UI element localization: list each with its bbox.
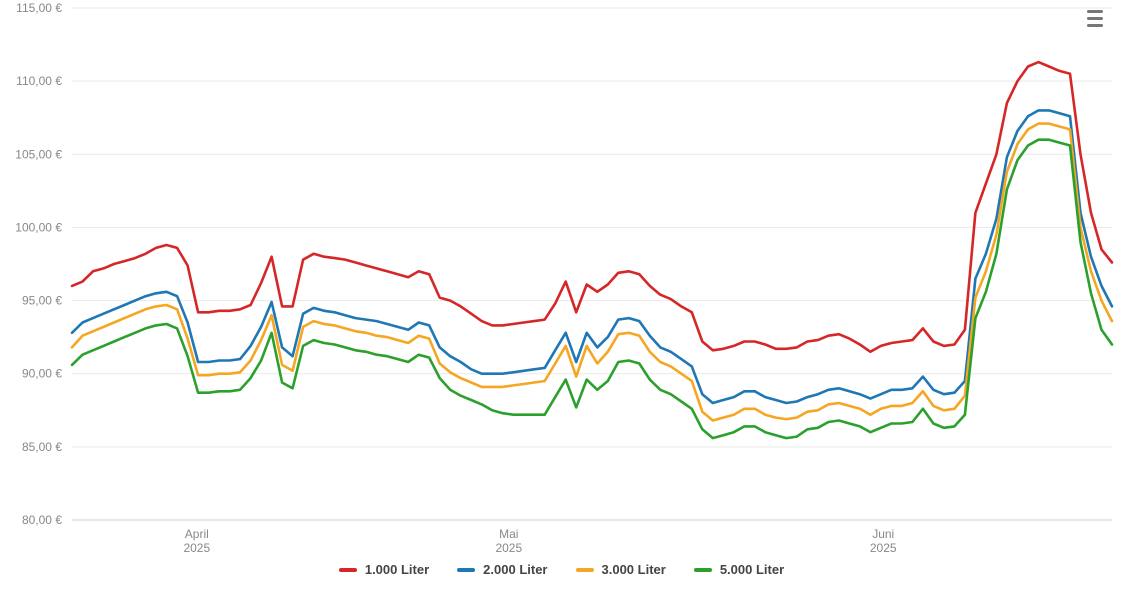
y-tick-label: 85,00 €	[22, 440, 62, 454]
legend-swatch	[576, 568, 594, 572]
chart-legend: 1.000 Liter 2.000 Liter 3.000 Liter 5.000 L…	[0, 562, 1123, 577]
legend-swatch	[457, 568, 475, 572]
y-tick-label: 110,00 €	[16, 74, 62, 88]
legend-label: 2.000 Liter	[483, 562, 547, 577]
x-tick-label: Mai2025	[495, 527, 522, 555]
y-tick-label: 100,00 €	[15, 220, 62, 234]
legend-swatch	[339, 568, 357, 572]
legend-item-s2000[interactable]: 2.000 Liter	[457, 562, 547, 577]
y-tick-label: 80,00 €	[22, 513, 62, 527]
x-tick-label: Juni2025	[870, 527, 897, 555]
y-tick-label: 115,00 €	[16, 1, 62, 15]
y-tick-label: 95,00 €	[22, 294, 62, 308]
chart-canvas: 80,00 € 85,00 € 90,00 € 95,00 € 100,00 € 105,…	[0, 0, 1123, 560]
legend-label: 1.000 Liter	[365, 562, 429, 577]
y-tick-label: 90,00 €	[22, 367, 62, 381]
series-s3000	[72, 124, 1112, 421]
legend-label: 5.000 Liter	[720, 562, 784, 577]
x-tick-label: April2025	[183, 527, 210, 555]
legend-item-s5000[interactable]: 5.000 Liter	[694, 562, 784, 577]
chart-menu-button[interactable]	[1081, 6, 1109, 30]
legend-item-s1000[interactable]: 1.000 Liter	[339, 562, 429, 577]
legend-swatch	[694, 568, 712, 572]
legend-label: 3.000 Liter	[602, 562, 666, 577]
price-chart: 80,00 € 85,00 € 90,00 € 95,00 € 100,00 € 105,…	[0, 0, 1123, 613]
legend-item-s3000[interactable]: 3.000 Liter	[576, 562, 666, 577]
series-s1000	[72, 62, 1112, 352]
y-tick-label: 105,00 €	[15, 147, 62, 161]
